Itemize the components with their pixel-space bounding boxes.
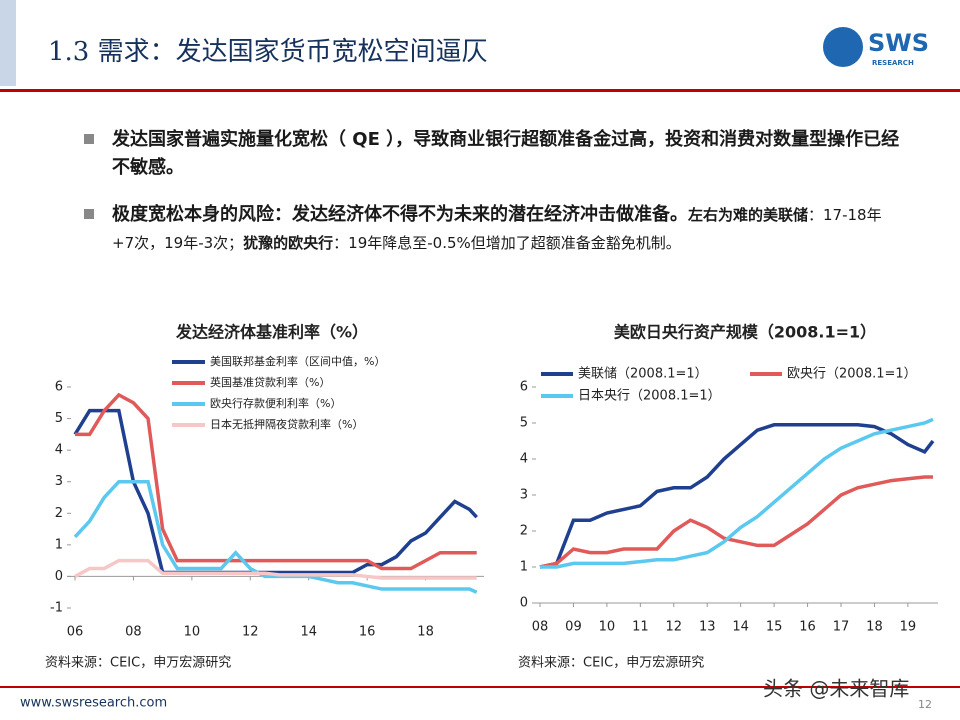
- series-line: [73, 408, 478, 575]
- y-tick-label: 4: [520, 452, 528, 467]
- series-line: [540, 417, 934, 569]
- bullet-text: 极度宽松本身的风险：发达经济体不得不为未来的潜在经济冲击做准备。左右为难的美联储…: [112, 201, 902, 257]
- y-tick-label: 6: [55, 380, 63, 395]
- corner-decoration: [0, 0, 16, 86]
- bullet-segment: ：17-18年+7次，19年-3次；: [112, 206, 882, 252]
- bullet-segment: 犹豫的欧央行: [243, 234, 334, 252]
- series-line: [539, 423, 935, 569]
- logo-sub: RESEARCH: [872, 59, 914, 67]
- y-tick-label: 0: [55, 569, 63, 584]
- legend-label: 日本无抵押隔夜贷款利率（%）: [210, 417, 363, 431]
- x-tick-label: 14: [732, 620, 749, 635]
- bullet-segment: 左右为难的美联储: [688, 206, 809, 224]
- bullet-segment: ：19年降息至-0.5%但增加了超额准备金豁免机制。: [333, 234, 681, 252]
- y-tick-label: 0: [520, 596, 528, 611]
- x-tick-label: 10: [599, 620, 616, 635]
- watermark: 头条 @未来智库: [763, 677, 909, 701]
- y-tick-label: -1: [50, 601, 63, 616]
- source-note: 资料来源：CEIC，申万宏源研究: [518, 656, 704, 671]
- x-tick-label: 06: [67, 625, 84, 640]
- x-tick-label: 17: [833, 620, 850, 635]
- y-tick-label: 1: [55, 537, 63, 552]
- legend-label: 美联储（2008.1=1）: [578, 367, 708, 382]
- page-number: 12: [918, 698, 932, 711]
- y-tick-label: 2: [520, 524, 528, 539]
- footer-url: www.swsresearch.com: [20, 696, 167, 711]
- x-tick-label: 13: [699, 620, 716, 635]
- chart-title: 发达经济体基准利率（%）: [175, 323, 368, 342]
- legend-label: 欧央行（2008.1=1）: [787, 367, 917, 382]
- series-line: [75, 392, 477, 571]
- x-tick-label: 15: [766, 620, 783, 635]
- y-tick-label: 3: [520, 488, 528, 503]
- x-tick-label: 18: [866, 620, 883, 635]
- x-tick-label: 18: [417, 625, 434, 640]
- bullet-marker: [84, 134, 94, 144]
- y-tick-label: 6: [520, 380, 528, 395]
- x-tick-label: 12: [242, 625, 259, 640]
- footer-rule: [0, 686, 960, 688]
- legend-label: 英国基准贷款利率（%）: [210, 375, 330, 389]
- x-tick-label: 16: [359, 625, 376, 640]
- legend-label: 欧央行存款便利利率（%）: [210, 396, 341, 410]
- y-tick-label: 2: [55, 506, 63, 521]
- x-tick-label: 12: [666, 620, 683, 635]
- chart-title: 美欧日央行资产规模（2008.1=1）: [614, 323, 876, 342]
- logo-mark: [823, 27, 863, 67]
- y-tick-label: 1: [520, 560, 528, 575]
- x-tick-label: 14: [300, 625, 317, 640]
- y-tick-label: 3: [55, 474, 63, 489]
- x-tick-label: 11: [632, 620, 649, 635]
- bullet-text: 发达国家普遍实施量化宽松（ QE ），导致商业银行超额准备金过高，投资和消费对数…: [112, 129, 900, 178]
- x-tick-label: 08: [125, 625, 142, 640]
- legend-label: 美国联邦基金利率（区间中值，%）: [210, 354, 385, 368]
- bullet-segment: 极度宽松本身的风险：发达经济体不得不为未来的潜在经济冲击做准备。: [112, 204, 688, 225]
- series-line: [539, 475, 933, 569]
- logo-text: SWS: [868, 29, 929, 57]
- bullet-marker: [84, 209, 94, 219]
- x-tick-label: 19: [900, 620, 917, 635]
- y-tick-label: 5: [520, 416, 528, 431]
- slide-title: 1.3 需求：发达国家货币宽松空间逼仄: [48, 37, 488, 67]
- x-tick-label: 08: [532, 620, 549, 635]
- y-tick-label: 4: [55, 443, 63, 458]
- series-line: [74, 558, 477, 580]
- x-tick-label: 16: [799, 620, 816, 635]
- x-tick-label: 10: [184, 625, 201, 640]
- y-tick-label: 5: [55, 411, 63, 426]
- header-rule: [0, 89, 960, 92]
- legend-label: 日本央行（2008.1=1）: [578, 389, 721, 404]
- source-note: 资料来源：CEIC，申万宏源研究: [45, 656, 231, 671]
- x-tick-label: 09: [565, 620, 582, 635]
